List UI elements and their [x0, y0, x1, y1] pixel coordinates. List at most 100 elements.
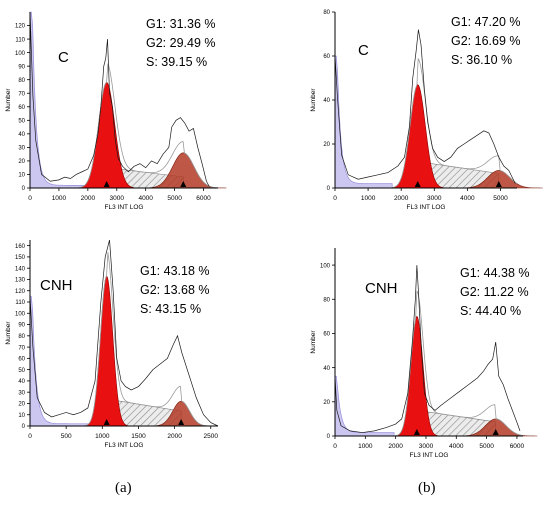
- y-tick-label: 60: [323, 54, 330, 60]
- phase-stat-label: G1: 31.36 %: [146, 17, 216, 31]
- x-tick-label: 3000: [110, 195, 125, 202]
- phase-stat-label: G2: 29.49 %: [146, 36, 216, 50]
- y-tick-label: 0: [327, 186, 331, 192]
- phase-stat-label: S: 44.40 %: [460, 304, 521, 318]
- y-tick-label: 110: [15, 37, 25, 43]
- y-tick-label: 90: [18, 323, 25, 329]
- y-tick-label: 120: [15, 24, 26, 30]
- y-tick-label: 20: [18, 159, 25, 165]
- x-axis-label: FL3 INT LOG: [407, 204, 446, 211]
- x-tick-label: 6000: [510, 443, 525, 450]
- x-tick-label: 4000: [449, 443, 464, 450]
- peak-marker: [178, 419, 185, 425]
- y-tick-label: 40: [18, 132, 25, 138]
- x-tick-label: 1500: [131, 433, 146, 440]
- peak-marker: [495, 181, 502, 187]
- y-tick-label: 80: [18, 334, 25, 340]
- debris-area: [334, 375, 395, 437]
- histogram-panel-1: 0 1000 2000 3000 4000 5000 6000 0 10 20 30 40 50 60 70…: [5, 11, 227, 211]
- y-tick-label: 60: [18, 105, 25, 111]
- debris-area: [29, 11, 90, 189]
- peak-marker: [180, 181, 187, 187]
- phase-stat-label: G2: 13.68 %: [140, 283, 210, 297]
- x-tick-label: 1000: [52, 195, 67, 202]
- x-tick-label: 2500: [204, 433, 219, 440]
- histogram-panel-4: 0 1000 2000 3000 4000 5000 6000 0 20 40 60 80 100 FL3…: [310, 248, 538, 459]
- phase-stat-label: S: 36.10 %: [451, 53, 512, 67]
- x-tick-label: 2000: [394, 195, 409, 202]
- y-tick-label: 10: [18, 173, 25, 179]
- y-tick-label: 70: [18, 91, 25, 97]
- y-tick-label: 70: [18, 345, 25, 351]
- y-tick-label: 10: [18, 413, 25, 419]
- histogram-line: [29, 11, 210, 187]
- sample-label: C: [58, 49, 69, 66]
- y-tick-label: 120: [15, 289, 26, 295]
- x-tick-label: 6000: [196, 195, 211, 202]
- x-axis-label: FL3 INT LOG: [105, 442, 144, 449]
- histogram-panel-3: 0 500 1000 1500 2000 2500 0 10 20 30 40 50 60 70 80 90 1…: [5, 239, 219, 449]
- x-axis-label: FL3 INT LOG: [105, 204, 144, 211]
- phase-stat-label: G1: 43.18 %: [140, 264, 210, 278]
- y-tick-label: 150: [15, 255, 26, 261]
- x-tick-label: 0: [333, 195, 337, 202]
- y-tick-label: 20: [323, 142, 330, 148]
- panel-caption-a: (a): [115, 480, 132, 496]
- x-tick-label: 500: [61, 433, 72, 440]
- y-tick-label: 160: [15, 244, 26, 250]
- y-axis-label: Number: [5, 321, 12, 345]
- y-tick-label: 40: [323, 98, 330, 104]
- y-tick-label: 90: [18, 64, 25, 70]
- peak-marker: [103, 419, 110, 425]
- x-tick-label: 5000: [479, 443, 494, 450]
- x-tick-label: 0: [28, 433, 32, 440]
- x-axis-label: FL3 INT LOG: [410, 452, 449, 459]
- y-tick-label: 60: [323, 332, 330, 338]
- x-tick-label: 2000: [81, 195, 96, 202]
- x-tick-label: 4000: [460, 195, 475, 202]
- histogram-line: [334, 29, 516, 184]
- x-tick-label: 1000: [95, 433, 110, 440]
- y-tick-label: 100: [15, 311, 26, 317]
- y-tick-label: 0: [22, 186, 26, 192]
- y-tick-label: 30: [18, 146, 25, 152]
- y-tick-label: 80: [18, 78, 25, 84]
- panel-caption-b: (b): [418, 480, 436, 496]
- y-tick-label: 60: [18, 357, 25, 363]
- y-tick-label: 20: [18, 402, 25, 408]
- x-tick-label: 2000: [167, 433, 182, 440]
- histogram-panel-2: 0 1000 2000 3000 4000 5000 0 20 40 60 80 FL3 INT LO…: [310, 10, 543, 211]
- x-tick-label: 0: [28, 195, 32, 202]
- phase-stat-label: S: 39.15 %: [146, 55, 207, 69]
- histogram-line: [334, 265, 521, 433]
- y-tick-label: 0: [327, 434, 331, 440]
- x-tick-label: 1000: [361, 195, 376, 202]
- peak-marker: [103, 181, 110, 187]
- x-tick-label: 2000: [388, 443, 403, 450]
- peak-marker: [492, 429, 499, 435]
- histogram-line: [29, 239, 219, 427]
- y-tick-label: 130: [15, 278, 26, 284]
- x-tick-label: 1000: [358, 443, 373, 450]
- x-tick-label: 3000: [419, 443, 434, 450]
- x-tick-label: 5000: [167, 195, 182, 202]
- x-tick-label: 0: [333, 443, 337, 450]
- y-tick-label: 40: [18, 379, 25, 385]
- y-tick-label: 40: [323, 366, 330, 372]
- phase-stat-label: G2: 11.22 %: [460, 285, 529, 299]
- debris-area: [29, 296, 90, 427]
- x-tick-label: 4000: [138, 195, 153, 202]
- y-tick-label: 20: [323, 400, 330, 406]
- debris-area: [334, 55, 393, 189]
- y-tick-label: 140: [15, 266, 26, 272]
- y-tick-label: 50: [18, 119, 25, 125]
- y-tick-label: 50: [18, 368, 25, 374]
- phase-stat-label: G1: 44.38 %: [460, 266, 530, 280]
- y-axis-label: Number: [310, 88, 317, 112]
- phase-stat-label: G1: 47.20 %: [451, 15, 521, 29]
- phase-stat-label: G2: 16.69 %: [451, 34, 521, 48]
- y-tick-label: 100: [15, 51, 26, 57]
- sample-label: CNH: [365, 280, 398, 297]
- x-tick-label: 5000: [493, 195, 508, 202]
